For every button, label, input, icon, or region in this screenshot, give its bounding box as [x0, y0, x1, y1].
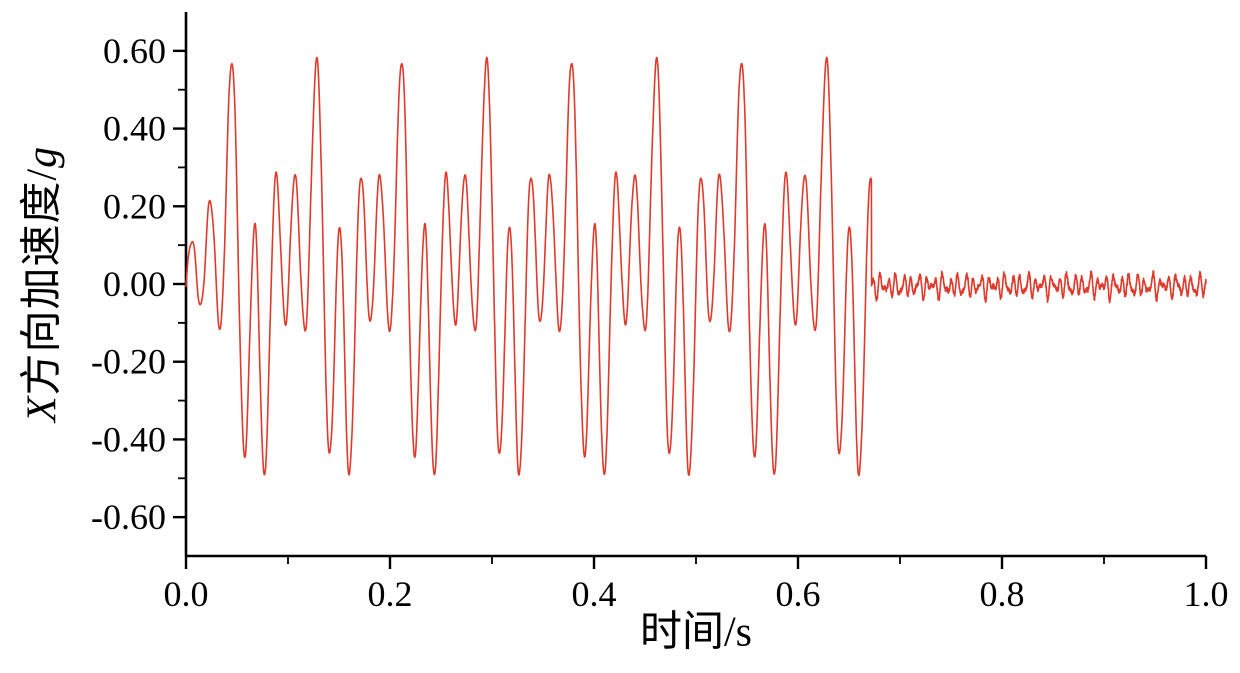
waveform-path [185, 56, 1207, 477]
y-axis-title-x: X [19, 395, 66, 423]
x-tick-label: 1.0 [1184, 574, 1229, 614]
x-axis-title-s: s [735, 609, 753, 656]
x-tick-label: 0.4 [572, 574, 617, 614]
y-axis-title-g: g [19, 145, 66, 168]
y-tick-label: -0.40 [91, 419, 166, 459]
y-tick-label: 0.00 [103, 264, 166, 304]
x-tick-label: 0.6 [776, 574, 821, 614]
y-tick-label: -0.60 [91, 497, 166, 537]
y-axis-title-main: 方向加速度/ [19, 167, 66, 396]
y-axis-title: X方向加速度/g [8, 146, 69, 422]
x-tick-label: 0.8 [980, 574, 1025, 614]
x-axis-title-main: 时间/ [639, 609, 736, 656]
y-tick-label: 0.40 [103, 109, 166, 149]
x-tick-label: 0.0 [164, 574, 209, 614]
y-tick-label: 0.60 [103, 31, 166, 71]
x-tick-label: 0.2 [368, 574, 413, 614]
y-tick-label: 0.20 [103, 186, 166, 226]
y-tick-label: -0.20 [91, 342, 166, 382]
x-axis-title: 时间/s [640, 598, 752, 659]
